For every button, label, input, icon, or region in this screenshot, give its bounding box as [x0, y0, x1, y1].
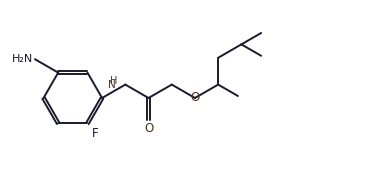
Text: O: O — [190, 91, 200, 104]
Text: N: N — [108, 80, 116, 90]
Text: H: H — [110, 76, 118, 86]
Text: F: F — [92, 127, 98, 140]
Text: O: O — [144, 122, 153, 135]
Text: H₂N: H₂N — [12, 54, 33, 64]
